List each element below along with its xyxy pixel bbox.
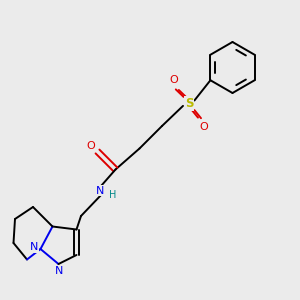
Text: H: H (110, 190, 117, 200)
Text: S: S (185, 97, 193, 110)
Text: O: O (86, 141, 95, 151)
Text: N: N (55, 266, 63, 276)
Text: N: N (96, 185, 105, 196)
Text: O: O (199, 122, 208, 133)
Text: O: O (169, 75, 178, 85)
Text: N: N (30, 242, 38, 253)
